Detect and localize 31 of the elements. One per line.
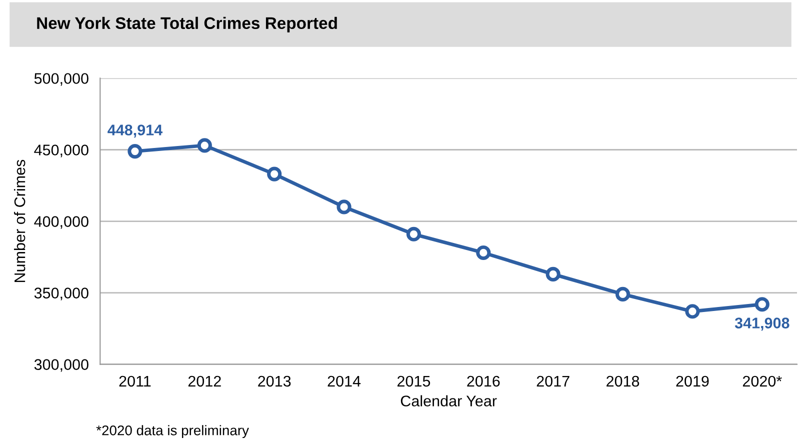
y-tick-label: 400,000: [34, 216, 88, 229]
x-tick-label: 2017: [536, 376, 570, 387]
point: [336, 200, 352, 214]
x-tick-label: 2014: [328, 376, 361, 387]
y-tick-label: 450,000: [34, 144, 88, 158]
y-axis-title: Number of Crimes: [14, 160, 26, 282]
chart-title: New York State Total Crimes Reported: [37, 16, 337, 32]
y-tick-label: 350,000: [34, 288, 88, 300]
point: [685, 304, 700, 319]
text: *2020 data is preliminary: [96, 425, 249, 438]
y-tick-label: 300,000: [34, 359, 88, 372]
point: [476, 245, 491, 260]
x-tick-label: 2011: [119, 376, 151, 387]
x-tick-label: 2013: [258, 376, 291, 387]
x-tick-label: 2016: [467, 376, 500, 387]
x-tick-label: 2015: [397, 376, 430, 387]
x-tick-label: 2018: [606, 376, 640, 387]
data-label: 448,914: [108, 124, 162, 138]
x-tick-label: 2012: [188, 376, 221, 387]
data-label: 341,908: [734, 318, 790, 331]
point: [615, 286, 630, 302]
point: [267, 166, 282, 182]
y-tick-label: 500,000: [34, 73, 88, 86]
point: [128, 144, 142, 159]
x-tick-label: 2019: [676, 376, 709, 387]
x-tick-label: 2020*: [742, 376, 782, 387]
point: [197, 138, 212, 153]
x-axis-title: Calendar Year: [400, 395, 497, 406]
point: [754, 297, 770, 312]
point: [546, 266, 560, 282]
point: [406, 226, 422, 242]
